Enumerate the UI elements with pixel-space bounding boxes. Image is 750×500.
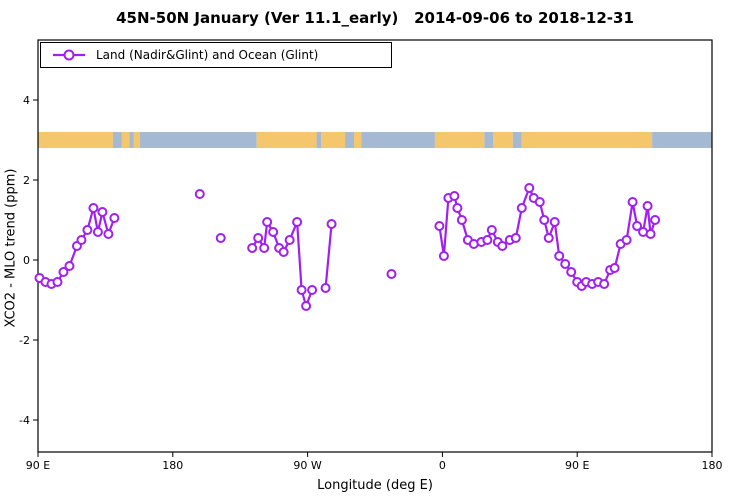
- data-point-marker: [560, 259, 571, 269]
- data-point-marker: [599, 279, 610, 289]
- data-point-marker: [482, 235, 493, 245]
- data-point-marker: [554, 251, 565, 261]
- y-tick-label: 4: [23, 94, 30, 107]
- data-point-marker: [292, 217, 303, 227]
- map-strip-segment-ocean: [512, 132, 522, 148]
- map-strip-segment-ocean: [139, 132, 257, 148]
- data-point-marker: [609, 263, 620, 273]
- map-strip-segment-ocean: [652, 132, 712, 148]
- x-tick-label: 90 E: [26, 459, 50, 472]
- map-strip-segment-ocean: [112, 132, 122, 148]
- data-point-marker: [253, 233, 264, 243]
- data-point-marker: [386, 269, 397, 279]
- data-point-marker: [103, 229, 114, 239]
- data-point-marker: [92, 227, 103, 237]
- plot-border: [37, 39, 713, 453]
- map-strip-segment-ocean: [484, 132, 494, 148]
- data-point-marker: [621, 235, 632, 245]
- data-point-marker: [627, 197, 638, 207]
- data-point-marker: [539, 215, 550, 225]
- data-point-marker: [510, 233, 521, 243]
- data-point-marker: [268, 227, 279, 237]
- legend-label: Land (Nadir&Glint) and Ocean (Glint): [96, 48, 319, 62]
- data-point-marker: [320, 283, 331, 293]
- data-point-marker: [566, 267, 577, 277]
- x-tick-label: 0: [439, 459, 446, 472]
- data-point-marker: [650, 215, 661, 225]
- data-point-marker: [486, 225, 497, 235]
- data-point-marker: [259, 243, 270, 253]
- data-point-marker: [642, 201, 653, 211]
- data-point-marker: [64, 261, 75, 271]
- y-tick-label: 2: [23, 174, 30, 187]
- map-strip-segment-land: [493, 132, 513, 148]
- y-axis-label: XCO2 - MLO trend (ppm): [3, 168, 19, 328]
- data-point-marker: [434, 221, 445, 231]
- data-point-marker: [97, 207, 108, 217]
- data-point-marker: [76, 235, 87, 245]
- y-axis: -4 -2 0 2 4: [19, 94, 38, 427]
- map-strip-segment-land: [321, 132, 346, 148]
- data-point-marker: [632, 221, 643, 231]
- data-point-marker: [645, 229, 656, 239]
- map-strip-segment-land: [38, 132, 113, 148]
- y-tick-label: 0: [23, 254, 30, 267]
- data-point-marker: [52, 277, 63, 287]
- map-strip-segment-ocean: [316, 132, 322, 148]
- chart-title: 45N-50N January (Ver 11.1_early) 2014-09…: [116, 9, 634, 27]
- data-point-marker: [326, 219, 337, 229]
- data-point-marker: [215, 233, 226, 243]
- data-point-marker: [247, 243, 258, 253]
- data-point-marker: [82, 225, 93, 235]
- map-strip-segment-ocean: [361, 132, 435, 148]
- x-axis-label: Longitude (deg E): [317, 478, 433, 493]
- legend-box: Land (Nadir&Glint) and Ocean (Glint): [40, 42, 392, 68]
- x-tick-label: 180: [162, 459, 183, 472]
- data-point-marker: [438, 251, 449, 261]
- data-point-marker: [262, 217, 273, 227]
- data-point-marker: [497, 241, 508, 251]
- data-point-marker: [534, 197, 545, 207]
- x-tick-label: 90 E: [565, 459, 589, 472]
- map-strip-segment-ocean: [345, 132, 355, 148]
- map-strip-segment-land: [354, 132, 362, 148]
- data-point-marker: [516, 203, 527, 213]
- map-strip-segment-land: [133, 132, 140, 148]
- x-tick-label: 90 W: [293, 459, 321, 472]
- x-tick-label: 180: [702, 459, 723, 472]
- map-strip-segment-land: [434, 132, 485, 148]
- legend-line-marker-icon: [53, 49, 85, 61]
- data-point-marker: [284, 235, 295, 245]
- series-line: [324, 222, 333, 290]
- data-point-marker: [301, 301, 312, 311]
- data-point-marker: [194, 189, 205, 199]
- data-point-marker: [296, 285, 307, 295]
- data-point-marker: [449, 191, 460, 201]
- x-axis: 90 E 180 90 W 0 90 E 180: [26, 452, 723, 472]
- data-point-marker: [452, 203, 463, 213]
- data-point-marker: [307, 285, 318, 295]
- map-strip-segment-land: [256, 132, 317, 148]
- data-series: [34, 183, 661, 311]
- data-point-marker: [278, 247, 289, 257]
- map-strip-segment-land: [121, 132, 130, 148]
- data-point-marker: [88, 203, 99, 213]
- data-point-marker: [58, 267, 69, 277]
- data-point-marker: [109, 213, 120, 223]
- y-tick-label: -4: [19, 414, 30, 427]
- data-point-marker: [543, 233, 554, 243]
- map-strip: [38, 132, 712, 148]
- data-point-marker: [456, 215, 467, 225]
- map-strip-segment-land: [521, 132, 653, 148]
- y-tick-label: -2: [19, 334, 30, 347]
- data-point-marker: [524, 183, 535, 193]
- map-strip-segment-ocean: [129, 132, 134, 148]
- data-point-marker: [549, 217, 560, 227]
